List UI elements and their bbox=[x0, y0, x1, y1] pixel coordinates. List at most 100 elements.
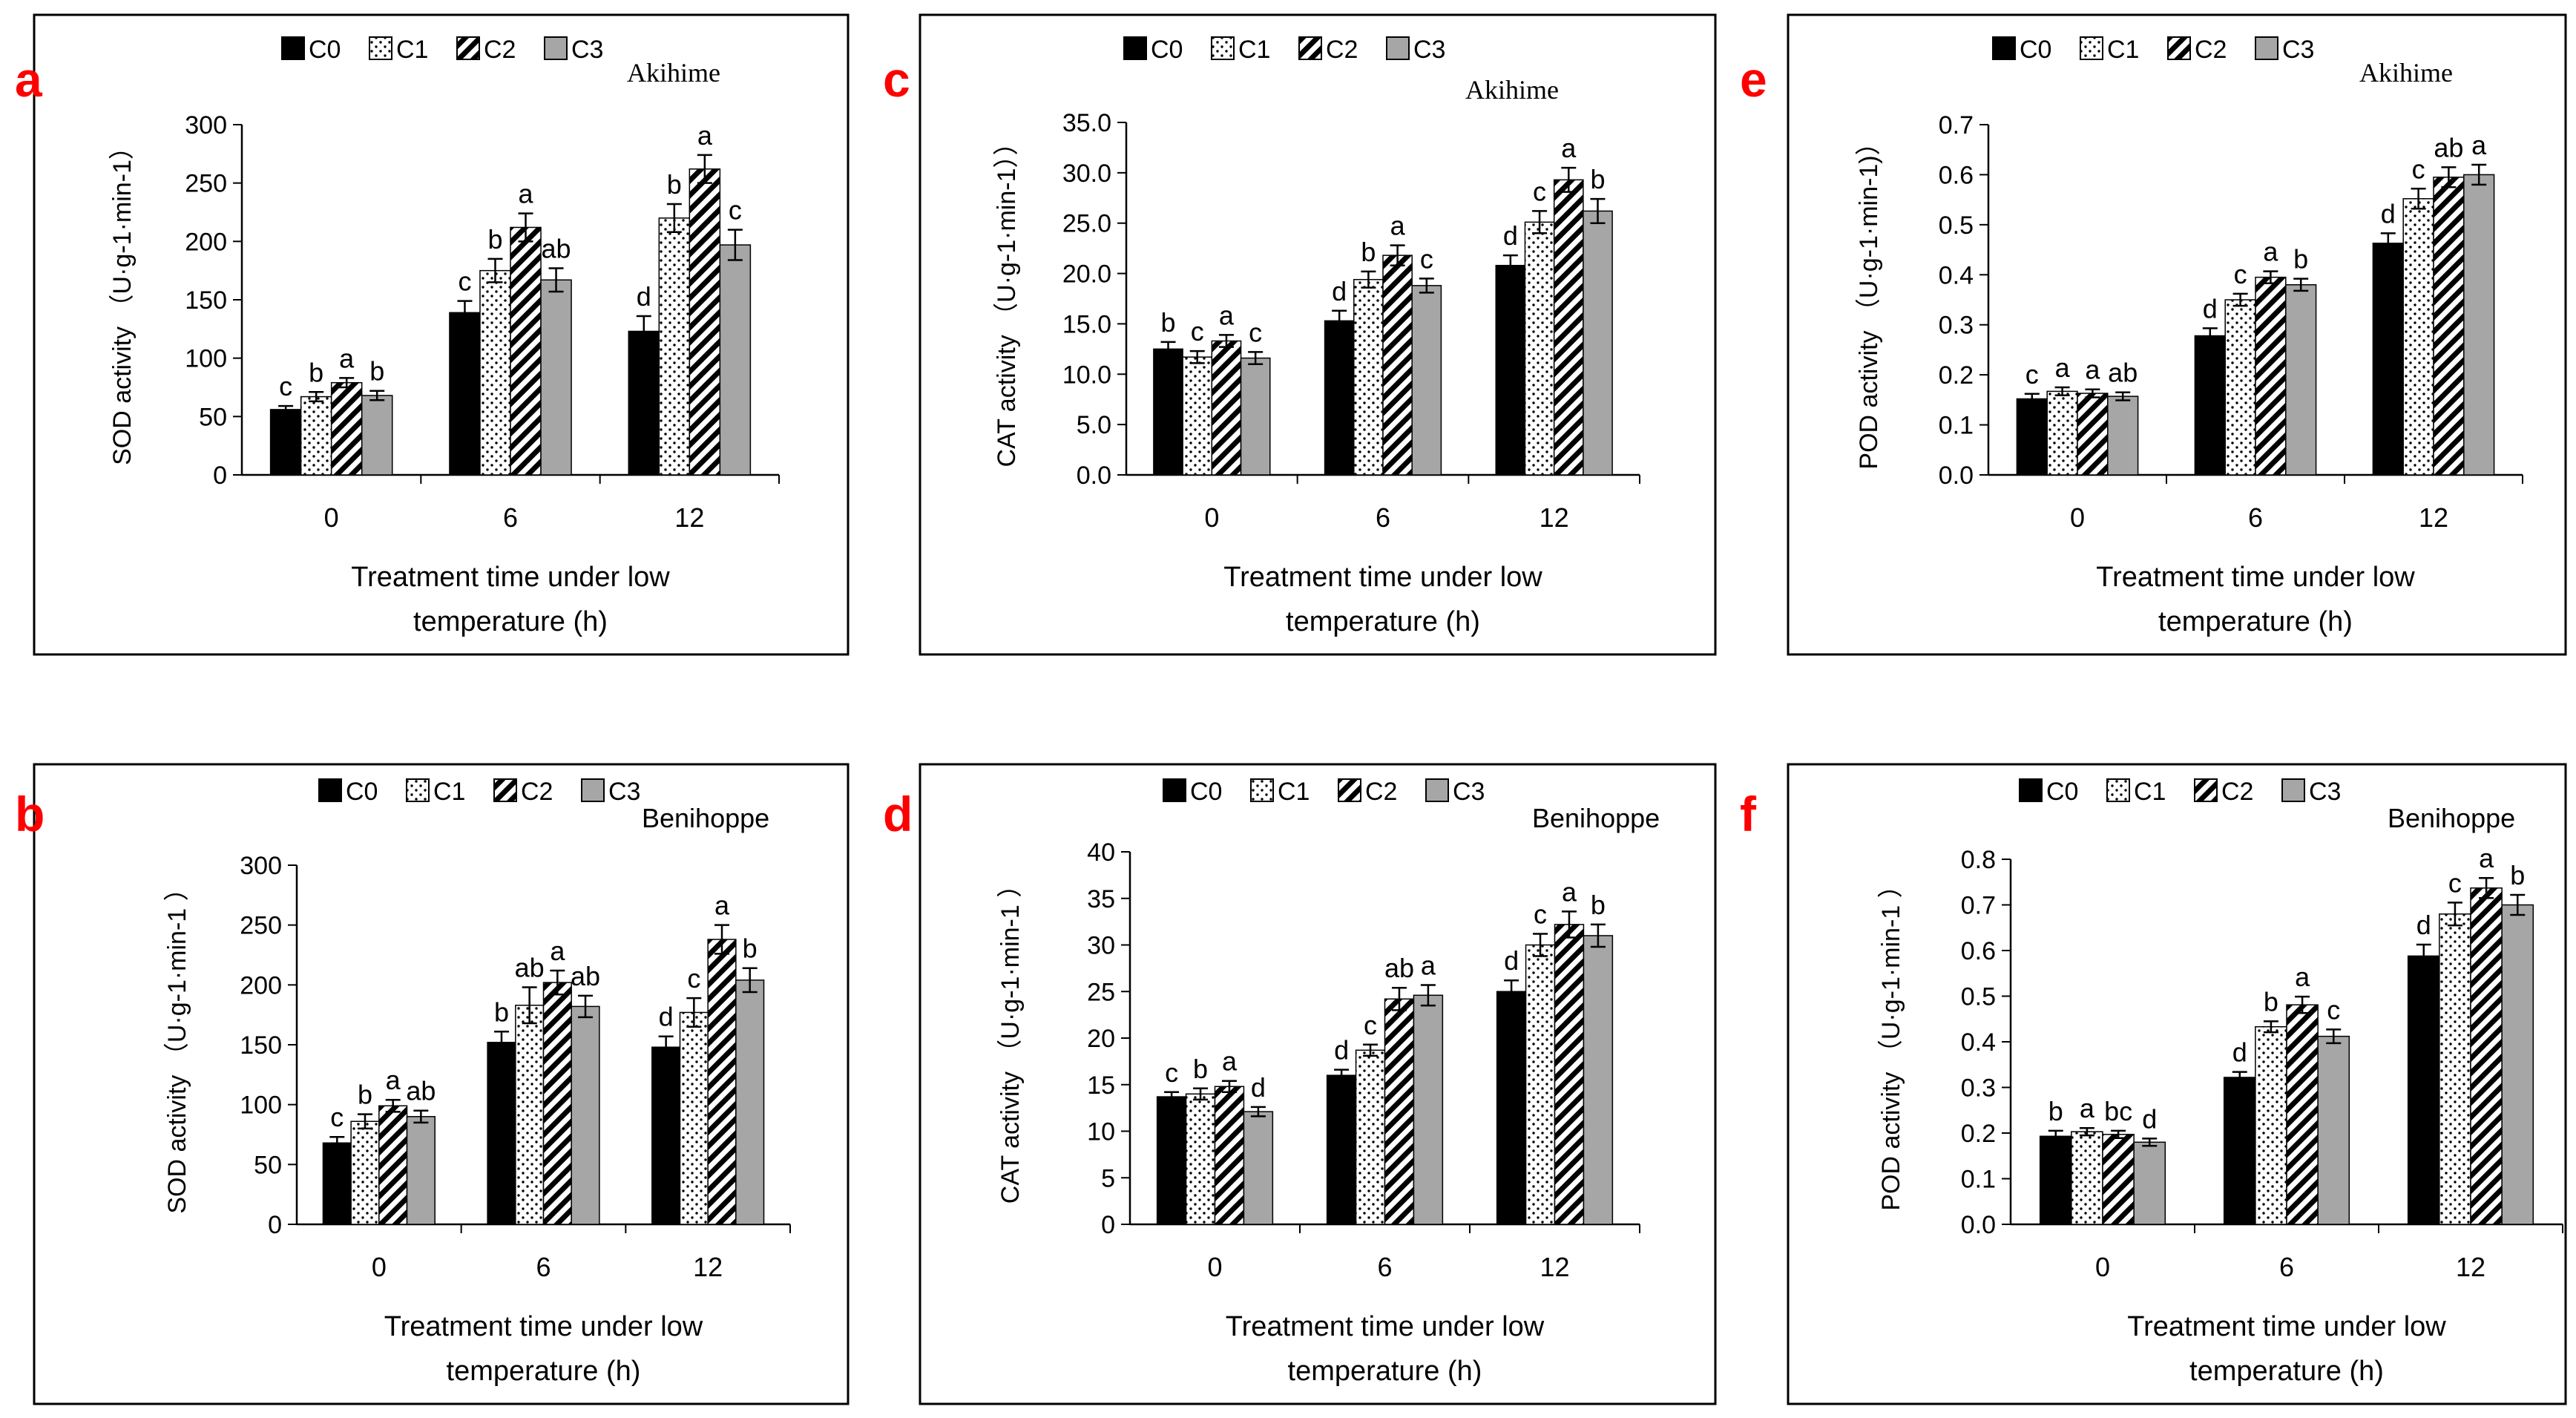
x-tick-label: 0 bbox=[2070, 502, 2085, 533]
legend-swatch-c2 bbox=[2167, 36, 2191, 60]
bar-c0 bbox=[269, 409, 302, 476]
cultivar-label: Benihoppe bbox=[1532, 803, 1660, 833]
legend-swatch-c1 bbox=[1211, 36, 1235, 60]
y-axis-label: SOD activity （U·g-1·min-1 ） bbox=[163, 876, 191, 1213]
x-axis-label: temperature (h) bbox=[1288, 1356, 1482, 1387]
y-tick-label: 150 bbox=[240, 1031, 282, 1060]
x-axis-label: temperature (h) bbox=[1286, 606, 1480, 637]
legend-swatch-c0 bbox=[1992, 36, 2016, 60]
bar-c1 bbox=[515, 1005, 545, 1225]
y-tick-label: 40 bbox=[1087, 838, 1115, 867]
legend: C0 C1 C2 C3 bbox=[1123, 36, 1445, 64]
y-tick-label: 30 bbox=[1087, 932, 1115, 960]
legend-swatch-c1 bbox=[406, 778, 430, 802]
legend-label-c0: C0 bbox=[1151, 36, 1183, 64]
legend-label-c3: C3 bbox=[608, 778, 640, 806]
significance-letter: a bbox=[714, 890, 730, 921]
bar-c2 bbox=[1211, 340, 1242, 476]
bar-c3 bbox=[361, 395, 393, 476]
x-axis-label: Treatment time under low bbox=[2096, 562, 2415, 593]
significance-letter: ab bbox=[515, 953, 545, 983]
significance-letter: b bbox=[309, 357, 323, 387]
x-tick-label: 12 bbox=[2419, 502, 2448, 533]
bar-c0 bbox=[1153, 348, 1183, 476]
panel-label: e bbox=[1740, 52, 1767, 107]
legend-swatch-c3 bbox=[2281, 778, 2305, 802]
legend-swatch-c3 bbox=[1425, 778, 1449, 802]
significance-letter: a bbox=[2479, 843, 2494, 873]
bar-c3 bbox=[1240, 357, 1271, 476]
y-tick-label: 0.0 bbox=[1939, 462, 1974, 490]
x-tick-label: 0 bbox=[1204, 502, 1219, 533]
y-tick-label: 0.7 bbox=[1939, 111, 1974, 139]
y-tick-label: 0.0 bbox=[1961, 1211, 1996, 1239]
significance-letter: a bbox=[1421, 950, 1436, 980]
x-tick-label: 6 bbox=[2248, 502, 2263, 533]
bar-c3 bbox=[1583, 935, 1614, 1225]
x-tick-label: 6 bbox=[503, 502, 518, 533]
y-axis-label: CAT activity （U·g-1·min-1 ） bbox=[996, 873, 1025, 1204]
legend-label-c3: C3 bbox=[2309, 778, 2341, 806]
y-tick-label: 0.1 bbox=[1961, 1166, 1996, 1194]
y-axis-label: SOD activity （U·g-1·min-1） bbox=[108, 134, 137, 465]
x-tick-label: 0 bbox=[372, 1252, 387, 1282]
legend-label-c1: C1 bbox=[433, 778, 465, 806]
y-tick-label: 50 bbox=[254, 1151, 282, 1179]
x-axis-label: Treatment time under low bbox=[1226, 1311, 1545, 1342]
bar-c3 bbox=[2107, 395, 2139, 476]
significance-letter: a bbox=[2085, 355, 2100, 385]
x-axis-label: temperature (h) bbox=[2158, 606, 2353, 637]
bar-c0 bbox=[628, 330, 660, 476]
bar-c1 bbox=[2071, 1131, 2103, 1225]
panel-label: b bbox=[15, 787, 45, 841]
bar-c2 bbox=[1382, 255, 1413, 476]
significance-letter: c bbox=[687, 963, 700, 994]
bar-c2 bbox=[542, 982, 572, 1225]
y-tick-label: 0.2 bbox=[1961, 1120, 1996, 1148]
x-axis-label: temperature (h) bbox=[2189, 1356, 2384, 1387]
panel-frame bbox=[33, 763, 850, 1405]
significance-letter: c bbox=[1364, 1010, 1377, 1040]
significance-letter: c bbox=[2234, 259, 2247, 289]
cultivar-label: Akihime bbox=[1465, 75, 1559, 105]
legend: C0 C1 C2 C3 bbox=[1163, 778, 1485, 806]
x-tick-label: 6 bbox=[2279, 1252, 2294, 1282]
panel-e: e C0 C1 C2 C3 Akihime 0.0 0.1 0.2 0.3 0.4 0.5 0.6 0.7… bbox=[1740, 13, 2567, 656]
y-axis-label: CAT activity （U·g-1·min-1）） bbox=[993, 130, 1021, 467]
bar-c0 bbox=[2407, 955, 2440, 1225]
y-tick-label: 25 bbox=[1087, 978, 1115, 1006]
bar-c1 bbox=[1525, 944, 1556, 1225]
significance-letter: b bbox=[1591, 890, 1606, 920]
legend-swatch-c2 bbox=[456, 36, 480, 60]
y-tick-label: 30.0 bbox=[1062, 160, 1111, 188]
bar-c2 bbox=[707, 939, 737, 1225]
legend-label-c2: C2 bbox=[521, 778, 553, 806]
legend-label-c2: C2 bbox=[2221, 778, 2253, 806]
significance-letter: a bbox=[550, 936, 565, 966]
y-tick-label: 15.0 bbox=[1062, 310, 1111, 338]
bar-c0 bbox=[2372, 243, 2404, 476]
bar-c1 bbox=[2255, 1025, 2287, 1225]
significance-letter: c bbox=[2412, 154, 2425, 184]
bar-c0 bbox=[1495, 264, 1526, 476]
y-tick-label: 0.3 bbox=[1961, 1074, 1996, 1103]
bar-c2 bbox=[689, 168, 721, 476]
legend: C0 C1 C2 C3 bbox=[1992, 36, 2314, 64]
bar-c3 bbox=[2317, 1035, 2350, 1225]
x-tick-label: 0 bbox=[2095, 1252, 2110, 1282]
significance-letter: ab bbox=[2434, 132, 2463, 163]
bar-c1 bbox=[1355, 1049, 1386, 1225]
bar-c3 bbox=[2133, 1141, 2166, 1225]
significance-letter: b bbox=[487, 224, 502, 255]
x-tick-label: 6 bbox=[536, 1252, 551, 1282]
significance-letter: d bbox=[2416, 910, 2431, 940]
legend-swatch-c3 bbox=[1386, 36, 1410, 60]
legend-label-c3: C3 bbox=[1453, 778, 1485, 806]
panel-label: d bbox=[883, 787, 913, 841]
bar-c3 bbox=[735, 979, 765, 1225]
significance-letter: a bbox=[697, 120, 713, 151]
bar-c0 bbox=[487, 1042, 516, 1225]
x-axis-label: temperature (h) bbox=[413, 606, 608, 637]
bar-c2 bbox=[2286, 1004, 2319, 1225]
